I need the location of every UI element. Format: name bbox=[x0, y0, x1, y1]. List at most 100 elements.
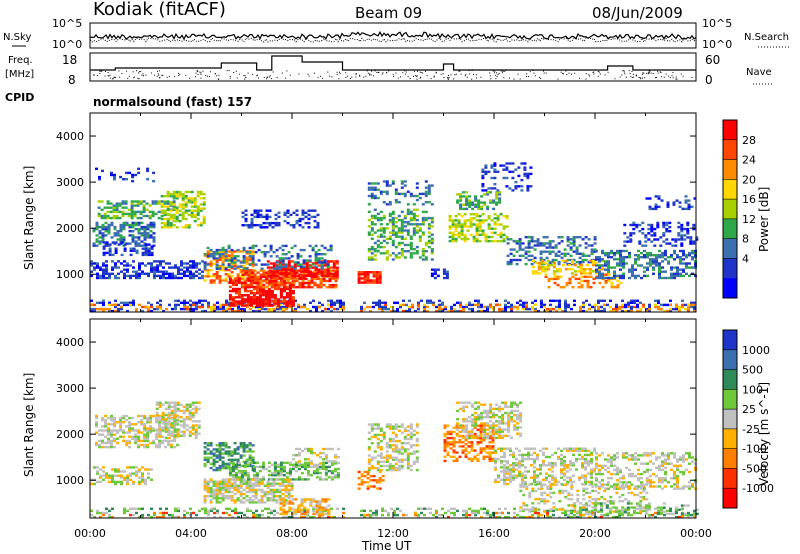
heatmap-cell bbox=[510, 305, 513, 309]
heatmap-cell bbox=[175, 219, 179, 223]
heatmap-cell bbox=[188, 405, 192, 408]
heatmap-cell bbox=[129, 264, 132, 267]
heatmap-cell bbox=[327, 515, 330, 519]
heatmap-cell bbox=[507, 305, 510, 309]
heatmap-cell bbox=[570, 272, 574, 275]
heatmap-cell bbox=[222, 309, 225, 313]
heatmap-cell bbox=[595, 268, 598, 271]
heatmap-cell bbox=[554, 244, 558, 247]
heatmap-cell bbox=[610, 276, 613, 280]
heatmap-cell bbox=[107, 223, 111, 227]
heatmap-cell bbox=[101, 433, 104, 436]
heatmap-cell bbox=[571, 286, 575, 289]
heatmap-cell bbox=[546, 268, 550, 271]
heatmap-cell bbox=[406, 243, 410, 247]
heatmap-cell bbox=[128, 429, 132, 432]
heatmap-cell bbox=[357, 277, 361, 280]
heatmap-cell bbox=[168, 303, 171, 307]
nave-point bbox=[448, 75, 449, 76]
heatmap-cell bbox=[195, 307, 198, 311]
heatmap-cell bbox=[495, 193, 499, 196]
heatmap-cell bbox=[148, 204, 152, 207]
heatmap-cell bbox=[146, 223, 150, 227]
heatmap-cell bbox=[135, 243, 139, 246]
heatmap-cell bbox=[504, 299, 507, 302]
nave-point bbox=[669, 77, 671, 79]
heatmap-cell bbox=[175, 190, 179, 194]
heatmap-cell bbox=[399, 509, 402, 513]
heatmap-cell bbox=[483, 203, 487, 206]
heatmap-cell bbox=[379, 233, 383, 236]
heatmap-cell bbox=[161, 429, 165, 432]
heatmap-cell bbox=[385, 256, 389, 259]
heatmap-cell bbox=[258, 277, 262, 280]
heatmap-cell bbox=[115, 202, 119, 205]
heatmap-cell bbox=[376, 245, 380, 249]
heatmap-cell bbox=[166, 221, 170, 225]
heatmap-cell bbox=[240, 302, 244, 305]
heatmap-cell bbox=[119, 419, 123, 422]
heatmap-cell bbox=[554, 254, 558, 257]
heatmap-cell bbox=[477, 205, 481, 208]
heatmap-cell bbox=[666, 205, 670, 208]
heatmap-cell bbox=[110, 429, 113, 432]
heatmap-cell bbox=[376, 182, 380, 185]
heatmap-cell bbox=[525, 303, 528, 307]
heatmap-cell bbox=[462, 513, 465, 517]
heatmap-cell bbox=[123, 249, 127, 252]
heatmap-cell bbox=[167, 439, 171, 443]
heatmap-cell bbox=[660, 307, 663, 311]
heatmap-cell bbox=[687, 307, 690, 311]
heatmap-cell bbox=[146, 431, 150, 434]
heatmap-cell bbox=[493, 168, 497, 171]
heatmap-cell bbox=[367, 210, 371, 214]
nave-point bbox=[200, 72, 202, 74]
heatmap-cell bbox=[227, 259, 231, 262]
heatmap-cell bbox=[388, 231, 392, 234]
heatmap-cell bbox=[579, 272, 583, 275]
heatmap-cell bbox=[489, 515, 492, 519]
heatmap-cell bbox=[90, 260, 93, 263]
heatmap-cell bbox=[654, 299, 657, 302]
nave-point bbox=[650, 72, 652, 74]
nave-point bbox=[644, 77, 646, 79]
heatmap-cell bbox=[647, 238, 651, 241]
heatmap-cell bbox=[367, 233, 371, 236]
heatmap-cell bbox=[280, 281, 284, 285]
heatmap-cell bbox=[369, 309, 372, 313]
heatmap-cell bbox=[462, 305, 465, 309]
heatmap-cell bbox=[426, 309, 429, 313]
heatmap-cell bbox=[288, 304, 292, 307]
nave-point bbox=[648, 70, 650, 72]
heatmap-cell bbox=[409, 210, 413, 214]
heatmap-cell bbox=[101, 236, 105, 239]
heatmap-cell bbox=[496, 219, 500, 222]
heatmap-cell bbox=[135, 276, 138, 280]
heatmap-cell bbox=[417, 305, 420, 309]
heatmap-cell bbox=[264, 298, 268, 301]
heatmap-cell bbox=[286, 275, 290, 278]
heatmap-cell bbox=[669, 309, 672, 313]
heatmap-cell bbox=[477, 201, 481, 204]
heatmap-cell bbox=[221, 258, 225, 261]
heatmap-cell bbox=[454, 237, 458, 241]
nave-dots bbox=[93, 70, 693, 80]
heatmap-cell bbox=[483, 309, 486, 313]
heatmap-cell bbox=[563, 252, 567, 255]
heatmap-cell bbox=[259, 279, 263, 283]
heatmap-cell bbox=[209, 250, 213, 253]
heatmap-cell bbox=[466, 229, 470, 232]
heatmap-cell bbox=[242, 255, 246, 258]
heatmap-cell bbox=[373, 216, 377, 220]
heatmap-cell bbox=[206, 442, 210, 445]
heatmap-cell bbox=[129, 466, 132, 469]
heatmap-cell bbox=[96, 262, 99, 265]
heatmap-cell bbox=[685, 272, 688, 275]
heatmap-cell bbox=[120, 241, 124, 244]
heatmap-cell bbox=[394, 216, 398, 220]
heatmap-cell bbox=[360, 281, 364, 284]
heatmap-cell bbox=[246, 300, 250, 303]
heatmap-cell bbox=[192, 309, 195, 313]
heatmap-cell bbox=[316, 224, 320, 227]
heatmap-cell bbox=[149, 230, 153, 233]
